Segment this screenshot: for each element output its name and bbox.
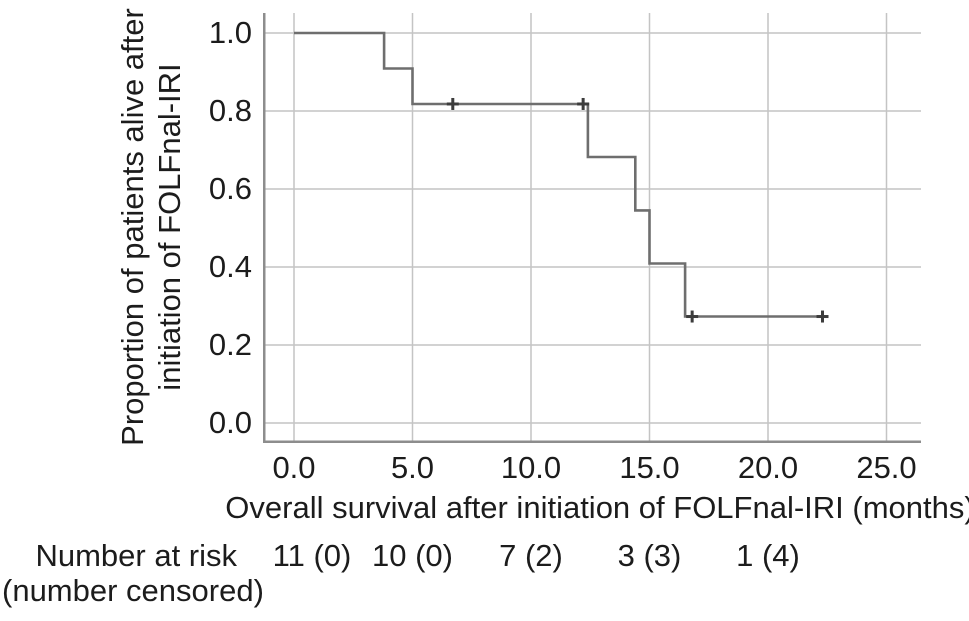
plot-area	[263, 13, 921, 443]
x-tick-label: 5.0	[390, 450, 435, 485]
y-tick-label: 0.2	[208, 327, 252, 362]
y-tick-label: 0.4	[208, 249, 252, 284]
x-tick-label: 10.0	[500, 450, 562, 485]
number-censored-label: (number censored)	[2, 573, 264, 608]
y-tick-label: 0.0	[208, 405, 252, 440]
y-tick-label: 0.8	[208, 93, 252, 128]
km-plot-canvas	[263, 13, 921, 443]
x-axis-title: Overall survival after initiation of FOL…	[225, 490, 969, 525]
number-at-risk-label: Number at risk	[35, 538, 237, 573]
y-axis-title-line1: Proportion of patients alive after	[115, 8, 150, 446]
x-tick-label: 15.0	[619, 450, 680, 485]
x-tick-label: 0.0	[272, 450, 316, 485]
y-tick-label: 1.0	[208, 15, 252, 50]
x-tick-label: 25.0	[856, 450, 917, 485]
number-at-risk-value: 3 (3)	[617, 538, 682, 573]
y-axis-title: Proportion of patients alive after initi…	[114, 2, 188, 452]
y-tick-label: 0.6	[208, 171, 252, 206]
number-at-risk-value: 1 (4)	[736, 538, 800, 573]
number-at-risk-value: 7 (2)	[499, 538, 563, 573]
number-at-risk-value: 11 (0)	[272, 538, 352, 573]
y-axis-title-line2: initiation of FOLFnal-IRI	[152, 63, 187, 391]
number-at-risk-value: 10 (0)	[372, 538, 453, 573]
survival-curve	[294, 31, 823, 318]
x-tick-label: 20.0	[737, 450, 799, 485]
